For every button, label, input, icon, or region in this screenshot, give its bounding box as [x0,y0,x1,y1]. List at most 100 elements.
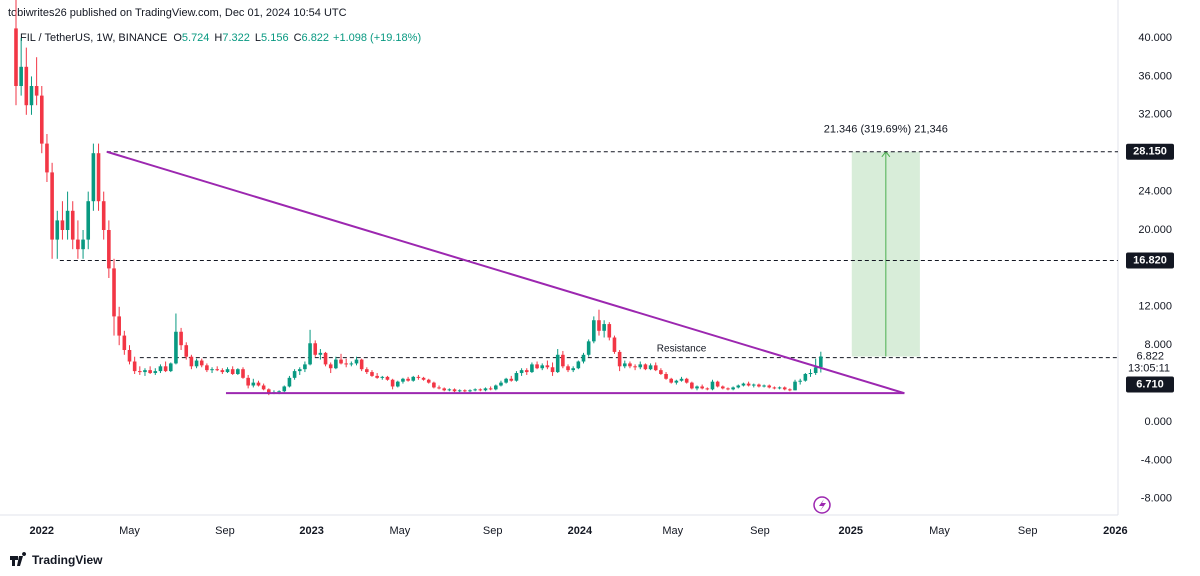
candle-body [148,370,152,374]
candle [297,367,302,375]
candle [50,162,54,259]
candle-body [179,331,183,346]
candle-body [612,337,617,352]
candle-body [592,320,596,342]
candle [798,378,802,385]
candle [664,372,668,380]
x-tick-label: 2025 [839,525,863,537]
candle-body [380,376,385,378]
candle [205,363,209,373]
candle-body [777,387,782,389]
change: +1.098 (+19.18%) [333,32,421,44]
candle-body [741,383,746,386]
candle-body [323,352,328,365]
candle-body [101,201,106,230]
symbol-header: FIL / TetherUS, 1W, BINANCE O5.724 H7.322 L… [20,32,421,44]
candle-body [416,376,421,378]
candle-body [313,343,318,355]
candle-body [246,377,250,386]
candle [468,389,472,393]
candle-body [138,371,142,373]
candle-body [349,363,354,365]
candle [535,361,539,370]
candle-body [230,369,235,374]
candle-body [478,389,483,391]
candle-body [555,354,560,373]
candle-body [132,361,137,372]
brand: TradingView [32,553,103,567]
candle-body [586,341,591,355]
candle [60,201,65,240]
candle-body [514,373,519,381]
candle [246,374,250,389]
candle [803,373,808,382]
candle [349,361,354,367]
candle [261,383,266,391]
candle [555,349,560,374]
candle-body [395,381,400,387]
candle-body [628,363,632,367]
candle [638,361,643,370]
candle-body [576,361,581,369]
candle-body [798,380,802,382]
x-tick-label: 2024 [568,525,593,537]
candle-body [70,210,75,240]
trendline [106,150,905,395]
candle-body [499,382,503,386]
candle [432,381,436,389]
candle-body [746,383,751,386]
candle [483,387,488,392]
candle-body [385,376,390,380]
candle [81,229,85,259]
candle [607,322,612,341]
candle [385,375,390,381]
candle-body [174,331,178,364]
candle [819,351,823,373]
candle-body [457,390,462,392]
candle-body [617,351,622,367]
candle-body [359,359,364,370]
candle-body [143,370,147,373]
candle-body [545,365,550,368]
candle-body [303,364,307,370]
y-tick-label: -8.000 [1141,493,1172,505]
candle-body [530,364,534,373]
candle [107,220,111,278]
y-tick-label: 8.000 [1144,339,1172,351]
y-tick-label: 0.000 [1144,416,1172,428]
candle [653,362,658,372]
candle [132,356,137,374]
candle-body [721,386,725,389]
candle [514,371,519,382]
candle [194,358,199,369]
candle [34,57,39,106]
candle-body [437,387,441,389]
candle [690,381,694,390]
candle-body [509,378,514,381]
symbol: FIL / TetherUS, 1W, BINANCE [20,32,167,44]
event-icon[interactable] [813,496,831,514]
candle [354,356,359,366]
event-bolt [819,499,826,511]
candle [241,367,245,379]
candle-body [767,385,772,388]
candle-body [19,66,23,87]
candle-body [421,377,426,380]
candle [225,367,230,374]
ohlc-label: H [214,32,222,44]
candle [138,366,142,375]
candle-body [406,378,410,381]
candle [524,368,529,375]
candle-body [277,391,281,393]
x-tick-label: 2026 [1103,525,1127,537]
candle [679,376,684,382]
candle-body [473,389,477,391]
y-tick-label: 20.000 [1138,224,1172,236]
candle-body [653,365,658,371]
candle-body [127,349,132,362]
x-tick-label: Sep [215,525,235,537]
candle-body [664,373,668,379]
candle [633,364,637,371]
candle-body [550,367,555,373]
candle [215,366,220,372]
